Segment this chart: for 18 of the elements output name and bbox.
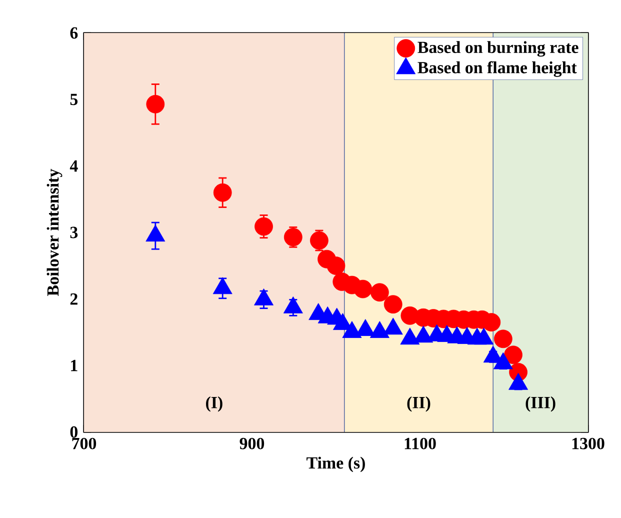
y-tick-label: 5 [70,94,78,106]
legend-label: Based on burning rate [418,41,578,57]
band-label: (II) [407,396,430,412]
y-tick-label: 2 [70,293,78,305]
y-axis-title: Boilover intensity [46,168,62,296]
x-tick-label: 1300 [572,438,604,450]
x-tick-label: 900 [240,438,264,450]
y-tick-label: 0 [70,426,78,438]
legend-label: Based on flame height [418,61,577,77]
band-label: (III) [526,396,556,412]
y-tick-label: 3 [70,226,78,238]
x-tick-label: 700 [72,438,96,450]
x-axis-title: Time (s) [306,456,365,472]
band-label: (I) [206,396,222,412]
x-tick-label: 1100 [404,438,436,450]
y-tick-label: 1 [71,360,78,372]
y-tick-label: 6 [70,27,78,39]
y-tick-label: 4 [70,160,78,172]
